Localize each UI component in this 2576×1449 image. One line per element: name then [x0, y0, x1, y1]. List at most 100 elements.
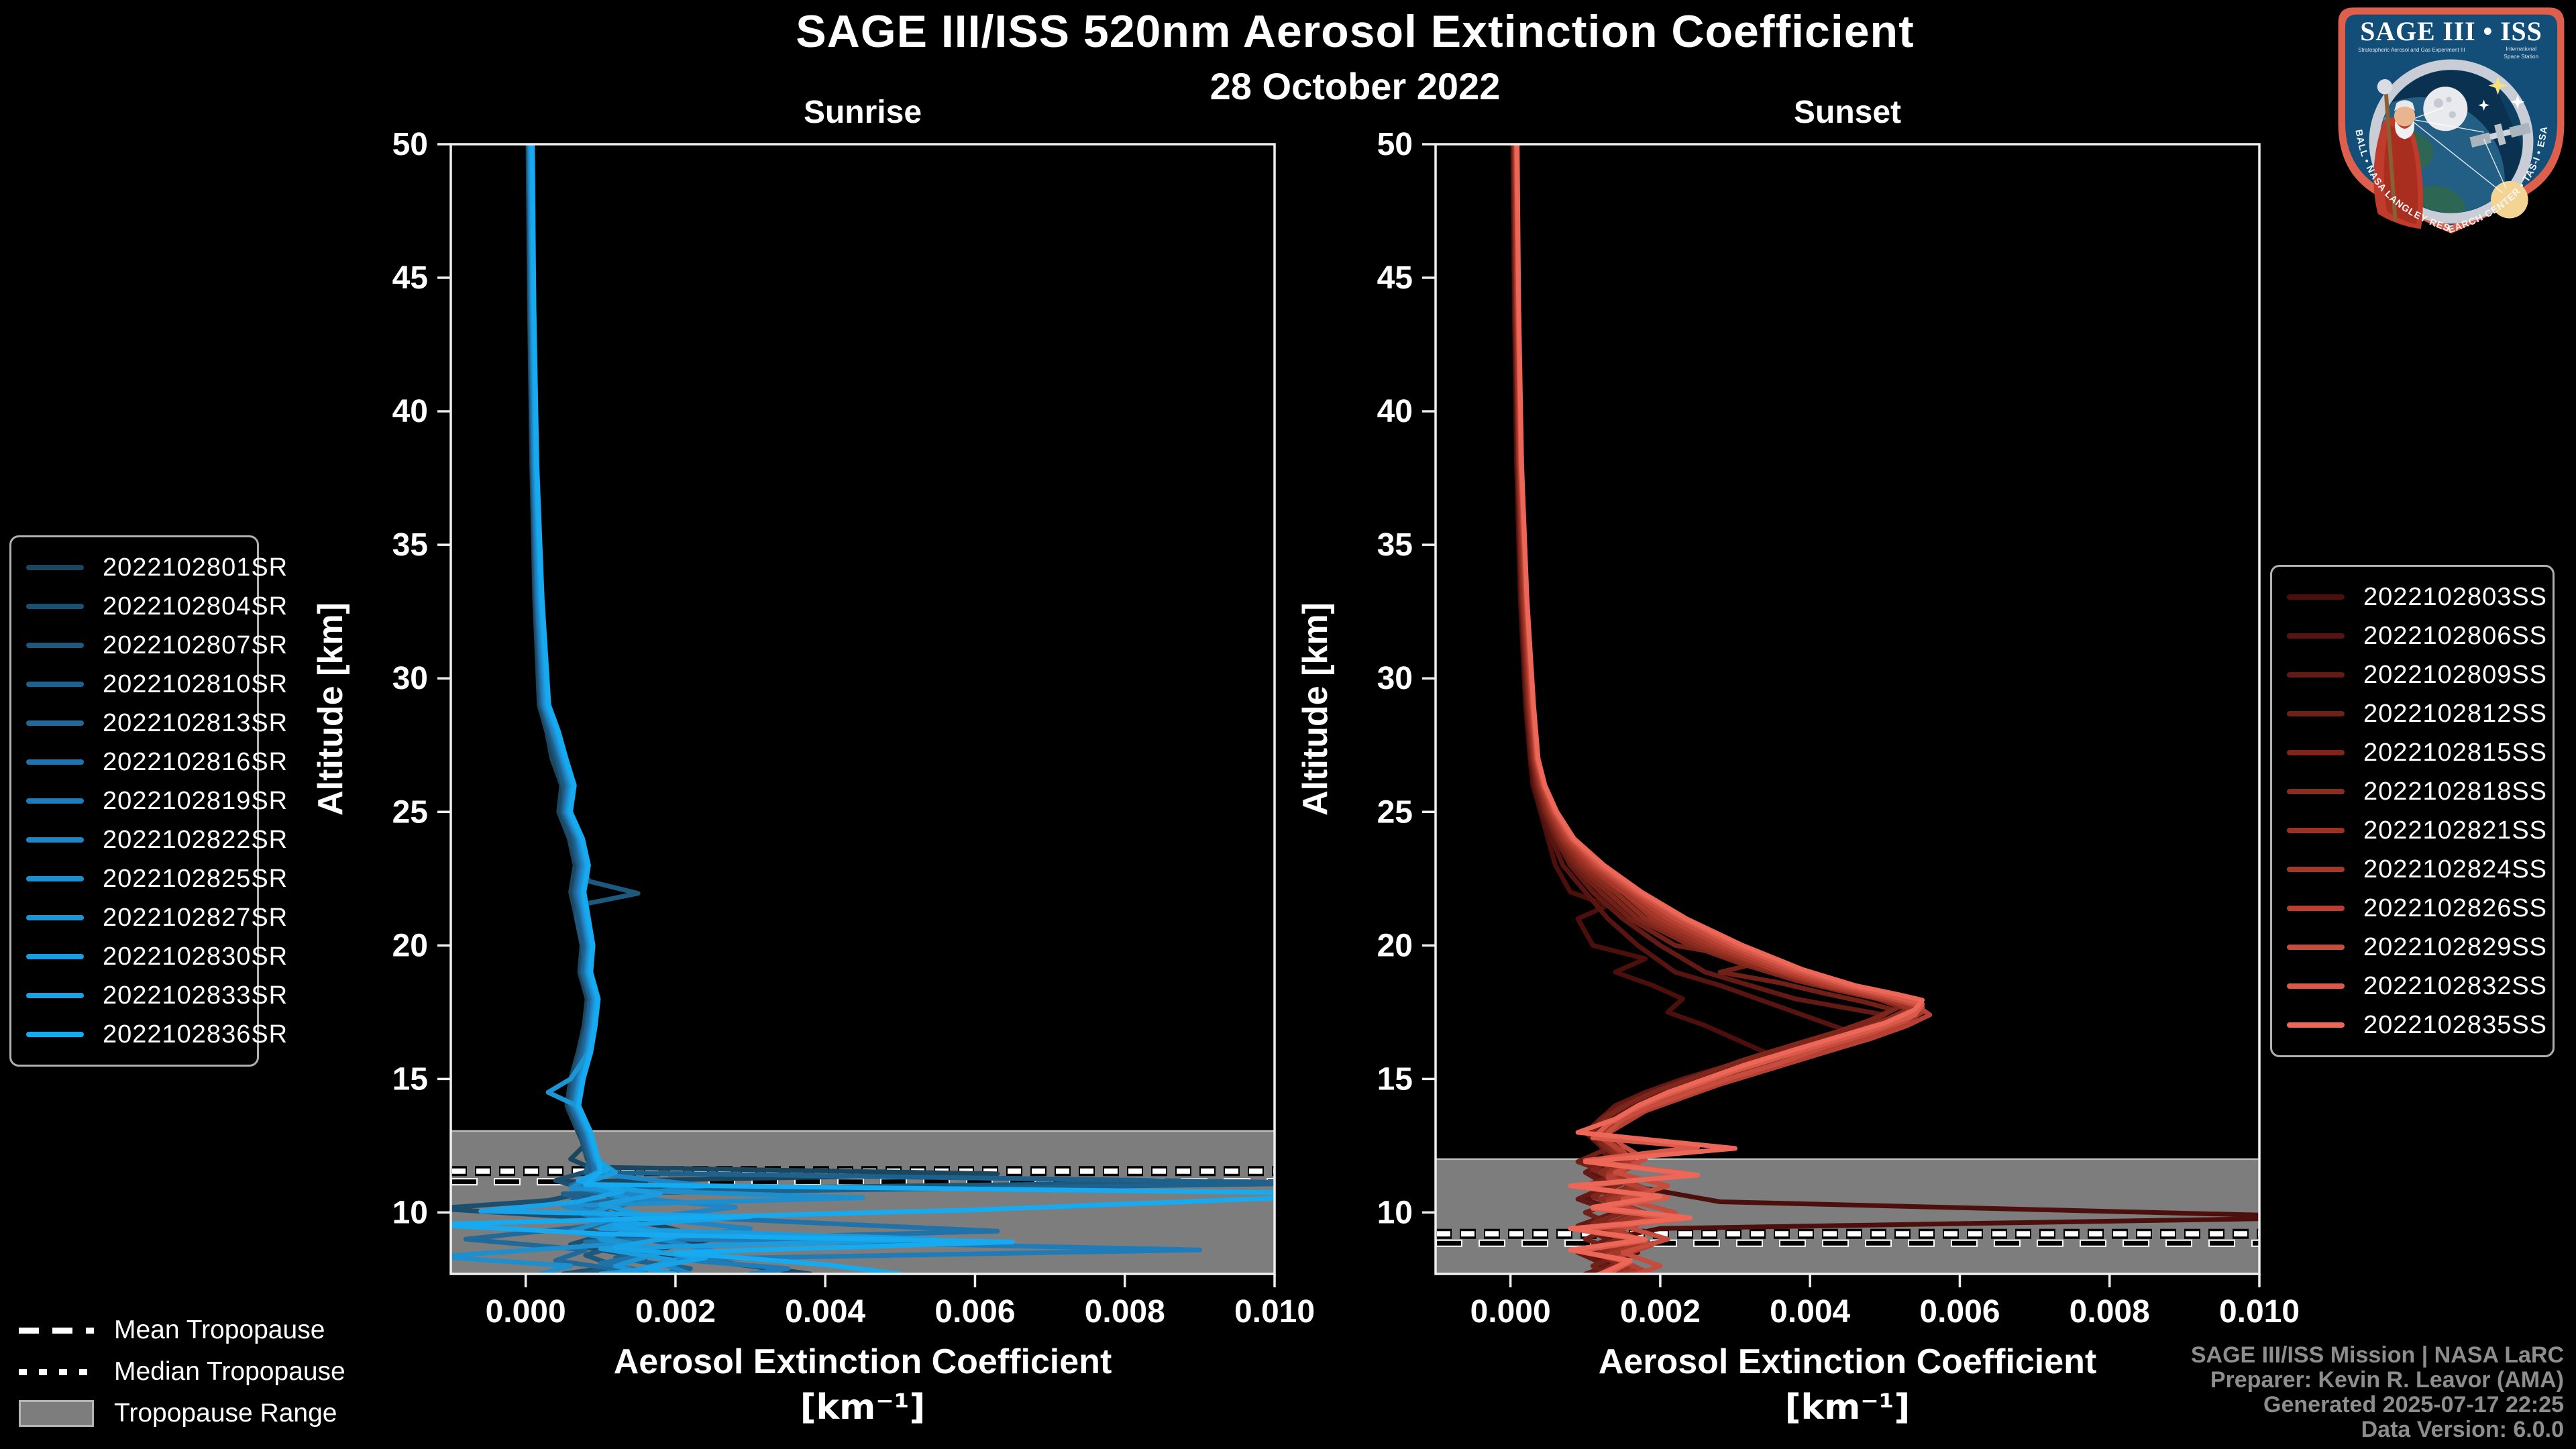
- legend-item-label: 2022102824SS: [2363, 855, 2548, 883]
- profile-line-2022102807SR: [526, 144, 1240, 1274]
- y-axis-label: Altitude [km]: [311, 602, 350, 816]
- legend-item-label: 2022102829SS: [2363, 932, 2548, 961]
- legend-item: 2022102810SR: [26, 665, 287, 704]
- y-tick-label: 30: [392, 661, 428, 696]
- patch-subtitle-right-1: International: [2506, 45, 2536, 52]
- legend-sunrise: 2022102801SR 2022102804SR 2022102807SR 2022…: [9, 535, 287, 1067]
- sage-iss-mission-patch-icon: SAGE III • ISS Stratospheric Aerosol and…: [2338, 7, 2565, 235]
- x-tick-label: 0.008: [2070, 1294, 2150, 1330]
- legend-line-swatch-icon: [26, 954, 84, 959]
- plot-frame: [1434, 143, 2261, 1275]
- median-tropopause-swatch-icon: [19, 1368, 94, 1375]
- legend-line-swatch-icon: [2287, 1022, 2345, 1028]
- y-tick-label: 40: [392, 394, 428, 429]
- legend-row-tropopause-range: Tropopause Range: [19, 1393, 345, 1434]
- legend-line-swatch-icon: [26, 915, 84, 920]
- x-tick-label: 0.000: [1470, 1294, 1551, 1330]
- legend-item-label: 2022102822SR: [103, 825, 288, 854]
- legend-line-swatch-icon: [2287, 983, 2345, 989]
- legend-item-label: 2022102832SS: [2363, 971, 2548, 1000]
- profile-line-2022102818SS: [1512, 144, 1910, 1274]
- legend-item: 2022102803SS: [2287, 578, 2546, 616]
- legend-item: 2022102818SS: [2287, 772, 2546, 811]
- profile-line-2022102829SS: [1514, 144, 1925, 1274]
- y-tick-label: 35: [1377, 527, 1413, 563]
- x-tick-label: 0.006: [1919, 1294, 2000, 1330]
- panel-title-sunset: Sunset: [1793, 95, 1902, 130]
- x-axis-label: Aerosol Extinction Coefficient: [614, 1342, 1112, 1381]
- legend-line-swatch-icon: [26, 837, 84, 843]
- legend-item: 2022102829SS: [2287, 928, 2546, 967]
- legend-line-swatch-icon: [2287, 945, 2345, 950]
- legend-line-swatch-icon: [2287, 711, 2345, 716]
- y-tick-label: 35: [392, 527, 428, 563]
- patch-title: SAGE III • ISS: [2360, 16, 2542, 46]
- y-tick-label: 20: [392, 928, 428, 963]
- legend-item-label: 2022102815SS: [2363, 738, 2548, 767]
- x-tick-label: 0.002: [1620, 1294, 1701, 1330]
- legend-line-swatch-icon: [26, 682, 84, 687]
- profile-line-2022102819SR: [527, 144, 1202, 1274]
- legend-item: 2022102833SR: [26, 976, 287, 1015]
- y-tick-label: 50: [1377, 127, 1413, 162]
- legend-item-label: 2022102804SR: [103, 592, 288, 621]
- legend-line-swatch-icon: [2287, 906, 2345, 911]
- patch-subtitle-right-2: Space Station: [2504, 53, 2538, 60]
- legend-item-label: 2022102812SS: [2363, 699, 2548, 728]
- patch-stars-icon: [2478, 76, 2525, 111]
- legend-line-swatch-icon: [26, 993, 84, 998]
- x-axis-units: [km⁻¹]: [1785, 1387, 1911, 1428]
- patch-subtitle-left: Stratospheric Aerosol and Gas Experiment…: [2358, 47, 2465, 53]
- panel-title-sunrise: Sunrise: [803, 95, 922, 130]
- x-axis-units: [km⁻¹]: [800, 1387, 926, 1428]
- x-axis-label: Aerosol Extinction Coefficient: [1599, 1342, 2097, 1381]
- legend-item-label: 2022102810SR: [103, 669, 288, 698]
- legend-item-label: 2022102813SR: [103, 708, 288, 737]
- profile-line-2022102816SR: [527, 144, 1000, 1274]
- profile-line-2022102815SS: [1511, 144, 1902, 1274]
- y-tick-label: 15: [392, 1061, 428, 1097]
- legend-item-label: 2022102816SR: [103, 747, 288, 776]
- x-tick-label: 0.006: [934, 1294, 1015, 1330]
- legend-item-label: 2022102833SR: [103, 981, 288, 1010]
- legend-item-label: 2022102803SS: [2363, 582, 2548, 611]
- tropopause-range-band: [1436, 1159, 2259, 1274]
- y-tick-label: 30: [1377, 661, 1413, 696]
- legend-item-label: 2022102807SR: [103, 631, 288, 659]
- legend-line-swatch-icon: [2287, 789, 2345, 794]
- legend-item: 2022102813SR: [26, 704, 287, 743]
- y-tick-label: 20: [1377, 928, 1413, 963]
- legend-item-label: 2022102818SS: [2363, 777, 2548, 806]
- profile-line-2022102833SR: [478, 144, 753, 1274]
- y-tick-label: 45: [392, 260, 428, 296]
- legend-line-swatch-icon: [26, 876, 84, 881]
- median-tropopause-label: Median Tropopause: [114, 1357, 345, 1386]
- legend-item-label: 2022102819SR: [103, 786, 288, 815]
- panel-sunrise: 0.000 0.002 0.004 0.006 0.008 0.010 10 15 20 25 30…: [311, 127, 1315, 1428]
- legend-item-label: 2022102806SS: [2363, 621, 2548, 650]
- mean-tropopause-label: Mean Tropopause: [114, 1316, 325, 1344]
- legend-line-swatch-icon: [2287, 750, 2345, 755]
- y-tick-label: 10: [1377, 1195, 1413, 1230]
- legend-item: 2022102824SS: [2287, 850, 2546, 889]
- legend-line-swatch-icon: [2287, 828, 2345, 833]
- legend-line-swatch-icon: [2287, 633, 2345, 639]
- profile-line-2022102832SS: [1514, 144, 1925, 1274]
- legend-item: 2022102801SR: [26, 548, 287, 587]
- y-tick-label: 15: [1377, 1061, 1413, 1097]
- profile-line-2022102825SR: [451, 144, 865, 1274]
- legend-line-swatch-icon: [26, 643, 84, 648]
- legend-item-label: 2022102809SS: [2363, 660, 2548, 689]
- legend-item: 2022102806SS: [2287, 616, 2546, 655]
- figure-title: SAGE III/ISS 520nm Aerosol Extinction Co…: [796, 6, 1915, 57]
- legend-line-swatch-icon: [26, 759, 84, 765]
- x-tick-label: 0.002: [635, 1294, 716, 1330]
- panel-sunset: 0.000 0.002 0.004 0.006 0.008 0.010 10 15 20 25 30…: [1296, 127, 2300, 1428]
- profile-line-2022102806SS: [1511, 144, 1850, 1274]
- legend-item: 2022102807SR: [26, 626, 287, 665]
- y-tick-label: 40: [1377, 394, 1413, 429]
- legend-item-label: 2022102801SR: [103, 553, 288, 582]
- series-group: [451, 144, 1275, 1274]
- legend-item-label: 2022102835SS: [2363, 1010, 2548, 1039]
